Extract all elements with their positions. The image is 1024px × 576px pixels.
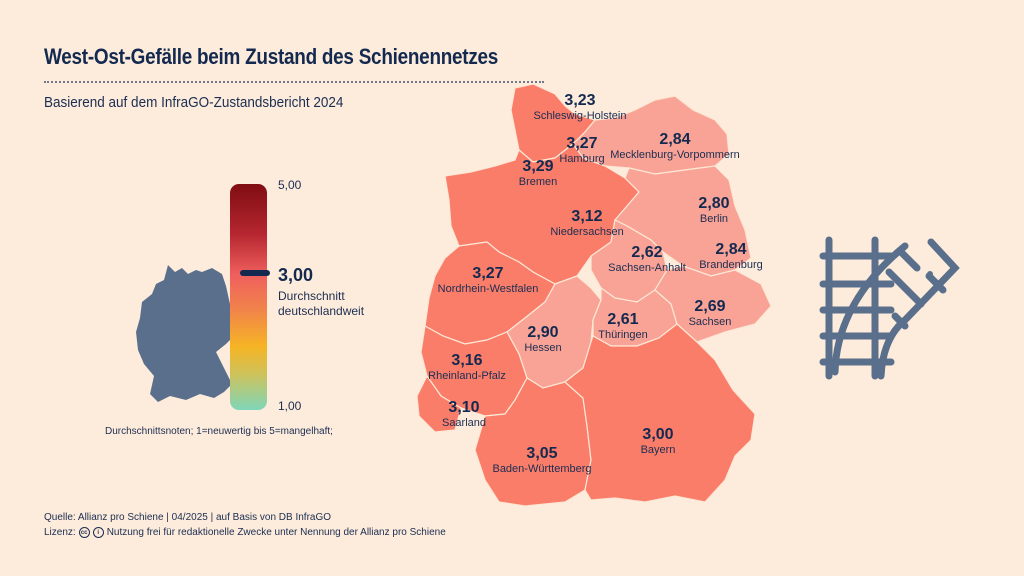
state-label-bayern: 3,00 Bayern bbox=[641, 426, 676, 457]
state-value: 3,27 bbox=[472, 265, 504, 282]
state-label-baden-wuerttemberg: 3,05 Baden-Württemberg bbox=[492, 445, 591, 476]
state-name: Hamburg bbox=[559, 153, 605, 165]
license-label: Lizenz: bbox=[44, 527, 76, 538]
state-name: Bayern bbox=[640, 444, 676, 456]
state-label-schleswig-holstein: 3,23 Schleswig-Holstein bbox=[534, 92, 627, 123]
state-name: Sachsen bbox=[688, 316, 732, 328]
state-value: 2,84 bbox=[715, 241, 747, 258]
state-label-sachsen-anhalt: 2,62 Sachsen-Anhalt bbox=[608, 244, 686, 275]
state-name: Rheinland-Pfalz bbox=[428, 370, 506, 382]
state-name: Schleswig-Holstein bbox=[533, 110, 627, 122]
state-name: Brandenburg bbox=[699, 259, 763, 271]
state-label-brandenburg: 2,84 Brandenburg bbox=[699, 241, 763, 272]
license-text: Nutzung frei für redaktionelle Zwecke un… bbox=[106, 527, 446, 538]
scale-max-label: 5,00 bbox=[278, 178, 302, 192]
state-label-sachsen: 2,69 Sachsen bbox=[689, 298, 732, 329]
state-name: Hessen bbox=[524, 342, 562, 354]
germany-silhouette-icon bbox=[136, 265, 240, 402]
state-name: Nordrhein-Westfalen bbox=[437, 283, 539, 295]
state-value: 3,05 bbox=[526, 445, 558, 462]
state-value: 2,84 bbox=[659, 131, 691, 148]
state-label-mecklenburg-vorpommern: 2,84 Mecklenburg-Vorpommern bbox=[610, 131, 740, 162]
scale-min-label: 1,00 bbox=[278, 399, 302, 413]
title-divider bbox=[44, 81, 544, 83]
grade-color-scale bbox=[230, 184, 267, 410]
state-value: 3,16 bbox=[451, 352, 483, 369]
state-value: 3,23 bbox=[564, 92, 596, 109]
average-label-line2: deutschlandweit bbox=[278, 304, 365, 318]
state-label-berlin: 2,80 Berlin bbox=[698, 195, 729, 226]
state-label-nordrhein-westfalen: 3,27 Nordrhein-Westfalen bbox=[438, 265, 539, 296]
state-value: 2,80 bbox=[698, 195, 730, 212]
state-value: 2,62 bbox=[631, 244, 663, 261]
state-name: Mecklenburg-Vorpommern bbox=[610, 149, 740, 161]
railway-switch-icon bbox=[819, 236, 960, 380]
state-name: Baden-Württemberg bbox=[492, 463, 592, 475]
legend-note: Durchschnittsnoten; 1=neuwertig bis 5=ma… bbox=[105, 426, 333, 437]
state-shape-bayern bbox=[564, 323, 756, 503]
state-label-saarland: 3,10 Saarland bbox=[442, 399, 486, 430]
state-shape-saarland bbox=[416, 374, 462, 433]
state-name: Berlin bbox=[699, 213, 729, 225]
state-label-niedersachsen: 3,12 Niedersachsen bbox=[550, 208, 623, 239]
state-name: Thüringen bbox=[598, 329, 648, 341]
source-text: Quelle: Allianz pro Schiene | 04/2025 | … bbox=[44, 512, 332, 523]
germany-states-map bbox=[416, 83, 772, 507]
state-label-rheinland-pfalz: 3,16 Rheinland-Pfalz bbox=[428, 352, 506, 383]
state-shape-sachsen bbox=[654, 265, 772, 343]
state-value: 2,69 bbox=[694, 298, 726, 315]
state-label-hessen: 2,90 Hessen bbox=[524, 324, 561, 355]
state-label-thueringen: 2,61 Thüringen bbox=[598, 311, 648, 342]
state-value: 3,29 bbox=[522, 158, 554, 175]
state-name: Bremen bbox=[518, 176, 558, 188]
state-label-hamburg: 3,27 Hamburg bbox=[559, 135, 604, 166]
average-value: 3,00 bbox=[278, 265, 314, 285]
average-label-line1: Durchschnitt bbox=[278, 289, 345, 303]
attribution-icon: i bbox=[92, 527, 104, 538]
state-value: 2,61 bbox=[607, 311, 639, 328]
page-subtitle: Basierend auf dem InfraGO-Zustandsberich… bbox=[44, 94, 344, 111]
state-value: 3,27 bbox=[566, 135, 598, 152]
state-name: Saarland bbox=[441, 417, 487, 429]
state-value: 3,00 bbox=[642, 426, 674, 443]
state-value: 3,10 bbox=[448, 399, 480, 416]
page-title: West-Ost-Gefälle beim Zustand des Schien… bbox=[44, 44, 499, 69]
license-line: Lizenz: cc i Nutzung frei für redaktione… bbox=[44, 527, 446, 538]
average-marker bbox=[240, 270, 270, 276]
creative-commons-icon: cc bbox=[78, 527, 90, 538]
state-value: 3,12 bbox=[571, 208, 603, 225]
state-value: 2,90 bbox=[527, 324, 559, 341]
state-name: Sachsen-Anhalt bbox=[608, 262, 686, 274]
state-name: Niedersachsen bbox=[550, 226, 624, 238]
average-label: Durchschnitt deutschlandweit bbox=[278, 289, 364, 319]
state-label-bremen: 3,29 Bremen bbox=[519, 158, 558, 189]
